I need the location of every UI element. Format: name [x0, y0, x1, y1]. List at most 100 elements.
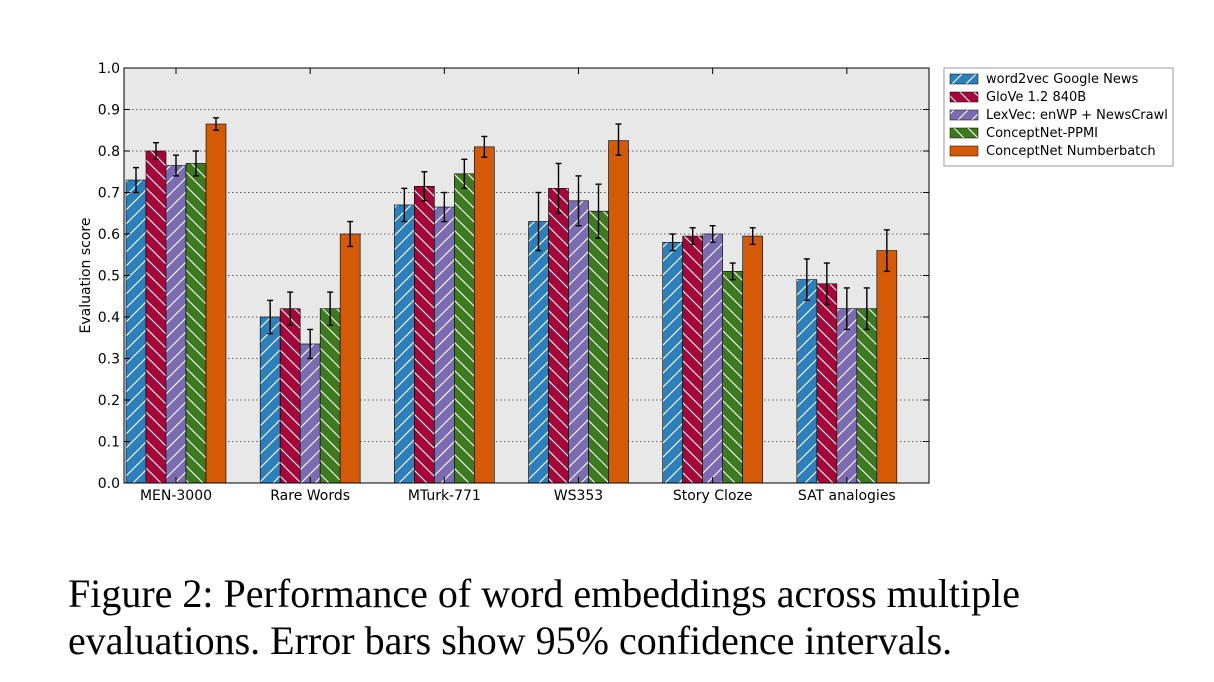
bar — [319, 308, 341, 484]
legend-swatch — [949, 127, 979, 139]
bar — [299, 343, 321, 484]
x-tick-label: SAT analogies — [798, 488, 896, 504]
error-bar — [421, 171, 428, 202]
y-tick-label: 0.4 — [98, 310, 120, 326]
bar — [836, 308, 858, 484]
legend-swatch — [949, 145, 979, 157]
bar — [454, 173, 475, 484]
legend: word2vec Google News GloVe 1.2 840B LexVec… — [943, 67, 1174, 167]
plot-area — [124, 68, 929, 483]
error-bar — [535, 191, 542, 252]
error-bar — [401, 187, 408, 223]
bar — [568, 200, 589, 484]
bar — [682, 235, 703, 484]
bar — [279, 308, 301, 484]
legend-item: ConceptNet-PPMI — [949, 126, 1098, 141]
bar — [548, 188, 569, 484]
error-bar — [863, 287, 870, 331]
legend-item: LexVec: enWP + NewsCrawl — [949, 108, 1168, 123]
error-bar — [441, 191, 448, 223]
y-tick-label: 0.9 — [98, 103, 120, 119]
legend-swatch — [949, 109, 979, 121]
legend-label: GloVe 1.2 840B — [986, 90, 1086, 105]
legend-swatch — [949, 91, 979, 103]
caption-line-2: evaluations. Error bars show 95% confide… — [68, 618, 953, 663]
bar — [205, 123, 227, 484]
error-bar — [555, 162, 562, 214]
axis-ticks: 0.0 0.1 0.2 0.3 0.4 0.5 0.6 0.7 0.8 0.9 1.0 MEN-300… — [98, 61, 929, 504]
error-bar — [803, 258, 810, 302]
y-tick-label: 0.2 — [98, 393, 120, 409]
x-tick-label: MTurk-771 — [408, 488, 481, 504]
bar — [339, 233, 361, 484]
error-bar — [481, 135, 488, 158]
y-tick-label: 0.5 — [98, 269, 120, 285]
legend-swatch — [949, 73, 979, 85]
y-tick-label: 0.8 — [98, 144, 120, 160]
error-bar — [843, 287, 850, 331]
figure-caption: Figure 2: Performance of word embeddings… — [68, 570, 1188, 664]
y-tick-label: 0.7 — [98, 186, 120, 202]
y-tick-label: 0.3 — [98, 352, 120, 368]
bar — [125, 179, 147, 484]
bar — [856, 308, 878, 484]
error-bar — [327, 291, 334, 326]
bar — [474, 146, 495, 484]
bar — [414, 185, 435, 484]
error-bar — [193, 150, 199, 177]
error-bar — [823, 262, 830, 306]
bar — [742, 235, 763, 484]
legend-item: GloVe 1.2 840B — [949, 90, 1086, 105]
legend-item: word2vec Google News — [949, 72, 1139, 87]
error-bar — [709, 224, 716, 244]
bar-chart: 0.0 0.1 0.2 0.3 0.4 0.5 0.6 0.7 0.8 0.9 1.0 MEN-300… — [78, 61, 1174, 504]
x-tick-label: Story Cloze — [673, 488, 753, 504]
y-tick-label: 0.6 — [98, 227, 120, 243]
error-bar — [729, 262, 736, 281]
error-bar — [689, 227, 696, 246]
bar — [145, 150, 167, 484]
bars — [125, 123, 898, 484]
bar — [662, 242, 683, 484]
y-axis-label: Evaluation score — [78, 218, 94, 334]
bar — [259, 316, 281, 484]
x-tick-label: MEN-3000 — [140, 488, 212, 504]
error-bar — [883, 229, 890, 273]
error-bar — [153, 141, 159, 161]
bar — [185, 163, 207, 484]
legend-label: word2vec Google News — [986, 72, 1139, 87]
legend-box — [943, 67, 1174, 167]
error-bar — [615, 123, 622, 156]
error-bars — [133, 117, 890, 360]
error-bar — [347, 220, 354, 248]
error-bar — [575, 175, 582, 227]
bar — [394, 204, 415, 484]
legend-item: ConceptNet Numberbatch — [949, 144, 1156, 159]
error-bar — [307, 328, 314, 360]
legend-label: ConceptNet-PPMI — [986, 126, 1098, 141]
bar — [608, 140, 629, 484]
error-bar — [213, 117, 219, 131]
y-tick-label: 0.0 — [98, 476, 120, 492]
bar — [434, 206, 455, 484]
y-tick-label: 1.0 — [98, 61, 120, 77]
error-bar — [669, 233, 676, 252]
x-tick-label: WS353 — [554, 488, 603, 504]
bar — [816, 283, 838, 484]
error-bar — [287, 291, 294, 326]
x-tick-label: Rare Words — [270, 488, 350, 504]
legend-label: LexVec: enWP + NewsCrawl — [986, 108, 1168, 123]
error-bar — [749, 227, 756, 246]
y-tick-label: 0.1 — [98, 435, 120, 451]
bar — [702, 233, 723, 484]
bar — [165, 165, 187, 484]
legend-label: ConceptNet Numberbatch — [986, 144, 1156, 159]
error-bar — [267, 299, 274, 335]
error-bar — [595, 183, 602, 239]
bar — [876, 250, 898, 484]
error-bar — [173, 154, 179, 177]
error-bar — [461, 158, 468, 190]
error-bar — [133, 166, 139, 194]
bar — [528, 221, 549, 484]
bar — [796, 279, 818, 484]
